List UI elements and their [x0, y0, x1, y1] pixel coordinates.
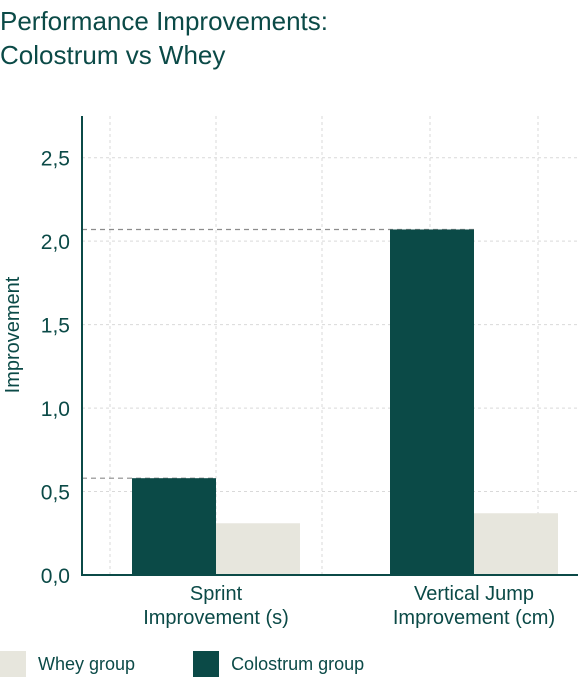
legend-item-whey: Whey group: [0, 651, 135, 677]
legend-label-whey: Whey group: [38, 653, 136, 674]
legend-item-colostrum: Colostrum group: [193, 651, 364, 677]
y-tick-label-0: 0,0: [41, 565, 70, 588]
legend-swatch-whey: [0, 651, 26, 677]
legend: Whey group Colostrum group: [0, 651, 364, 677]
axis-labels: 0,00,51,01,52,02,5ImprovementSprintImpro…: [2, 148, 555, 629]
x-tick-label-0-1: Improvement (s): [143, 607, 289, 629]
chart-title-line-2: Colostrum vs Whey: [0, 40, 226, 70]
y-tick-label-1: 0,5: [41, 482, 70, 505]
chart-title-line-1: Performance Improvements:: [0, 6, 329, 36]
y-tick-label-4: 2,0: [41, 231, 70, 254]
axes: [81, 116, 578, 576]
bar-colostrum-1: [390, 229, 474, 576]
y-axis-label: Improvement: [2, 276, 24, 393]
y-tick-label-2: 1,0: [41, 398, 70, 421]
bars: [132, 229, 558, 576]
bar-whey-1: [474, 513, 558, 575]
chart-title: Performance Improvements: Colostrum vs W…: [0, 4, 560, 72]
x-tick-label-1-1: Improvement (cm): [393, 607, 555, 629]
x-tick-label-0-0: Sprint: [190, 583, 243, 605]
legend-swatch-colostrum: [193, 651, 220, 677]
bar-whey-0: [216, 523, 300, 575]
legend-label-colostrum: Colostrum group: [231, 653, 365, 674]
y-tick-label-5: 2,5: [41, 148, 70, 171]
y-tick-label-3: 1,5: [41, 315, 70, 338]
x-tick-label-1-0: Vertical Jump: [414, 583, 534, 605]
bar-colostrum-0: [132, 478, 216, 575]
